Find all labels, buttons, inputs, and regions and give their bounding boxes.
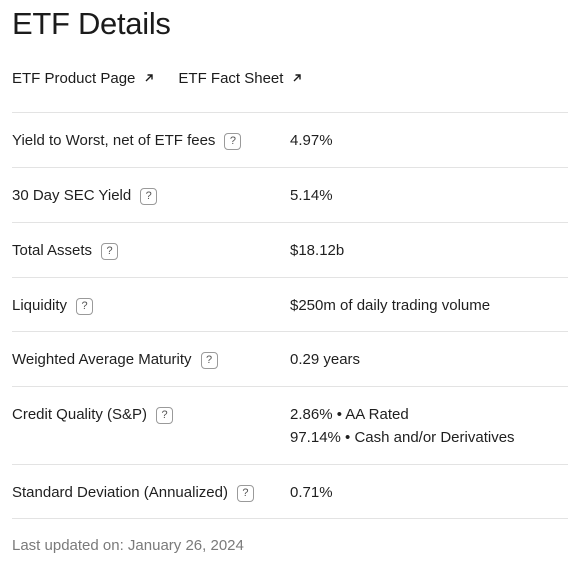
help-icon[interactable]: ? [101,242,119,260]
yield-to-worst-label: Yield to Worst, net of ETF fees [12,132,216,149]
detail-row-liquidity: Liquidity ? $250m of daily trading volum… [12,277,568,331]
external-links: ETF Product Page ETF Fact Sheet [12,68,302,88]
external-arrow-icon [292,73,302,83]
etf-product-page-label: ETF Product Page [12,69,136,87]
page-title: ETF Details [12,6,171,41]
help-icon[interactable]: ? [76,297,94,315]
help-icon[interactable]: ? [200,351,218,369]
std-dev-value: 0.71% [290,484,333,501]
help-icon[interactable]: ? [224,132,242,150]
credit-quality-aa: 2.86% • AA Rated [290,406,409,423]
detail-row-total-assets: Total Assets ? $18.12b [12,222,568,277]
sec-yield-value: 5.14% [290,187,333,204]
external-arrow-icon [144,73,154,83]
detail-row-standard-deviation: Standard Deviation (Annualized) ? 0.71% [12,464,568,518]
detail-row-yield-to-worst: Yield to Worst, net of ETF fees ? 4.97% [12,112,568,167]
liquidity-value: $250m of daily trading volume [290,297,491,314]
yield-to-worst-value: 4.97% [290,132,333,149]
credit-quality-cash: 97.14% • Cash and/or Derivatives [290,429,515,446]
liquidity-label: Liquidity [12,297,68,314]
etf-product-page-link[interactable]: ETF Product Page [12,70,154,87]
sec-yield-label: 30 Day SEC Yield [12,187,132,204]
help-icon[interactable]: ? [156,406,174,424]
credit-quality-label: Credit Quality (S&P) [12,406,148,423]
detail-row-sec-yield: 30 Day SEC Yield ? 5.14% [12,167,568,222]
detail-row-credit-quality: Credit Quality (S&P) ? 2.86% • AA Rated … [12,386,568,464]
help-icon[interactable]: ? [140,187,158,205]
detail-row-weighted-average-maturity: Weighted Average Maturity ? 0.29 years [12,331,568,386]
help-icon[interactable]: ? [236,484,254,502]
details-table: Yield to Worst, net of ETF fees ? 4.97% … [12,112,568,519]
etf-fact-sheet-label: ETF Fact Sheet [178,69,284,87]
etf-fact-sheet-link[interactable]: ETF Fact Sheet [178,70,302,87]
total-assets-value: $18.12b [290,242,345,259]
table-bottom-divider [12,518,568,519]
total-assets-label: Total Assets [12,242,93,259]
std-dev-label: Standard Deviation (Annualized) [12,484,228,501]
last-updated: Last updated on: January 26, 2024 [12,537,244,554]
wam-value: 0.29 years [290,351,361,368]
wam-label: Weighted Average Maturity [12,351,192,368]
credit-quality-values: 2.86% • AA Rated 97.14% • Cash and/or De… [290,405,515,448]
